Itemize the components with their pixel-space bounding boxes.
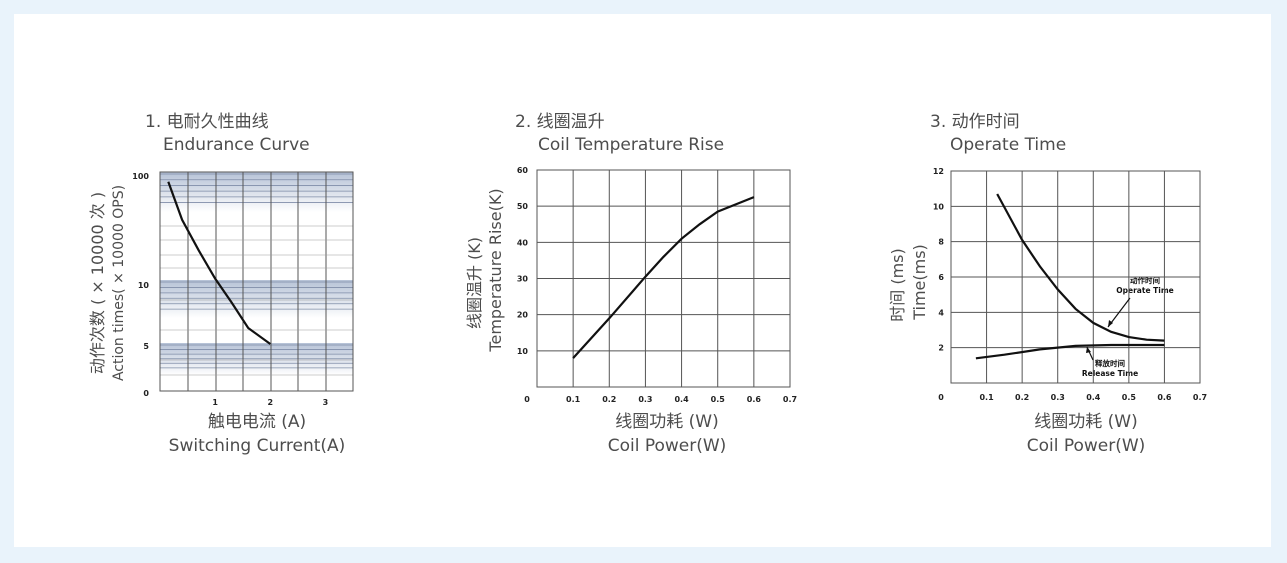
y-tick-label: 30	[517, 275, 529, 284]
release-time-arrowhead	[1086, 347, 1091, 353]
chart1-xlabel-cn: 触电电流 (A)	[208, 412, 306, 432]
x-tick-label: 0.4	[1086, 393, 1101, 402]
operate-time-annotation-cn: 动作时间	[1130, 275, 1160, 285]
chart3-xlabel-en: Coil Power(W)	[1027, 436, 1146, 456]
x-tick-label: 0.2	[1015, 393, 1029, 402]
x-tick-label: 0	[524, 395, 530, 404]
chart3-ylabel-cn: 时间 (ms)	[888, 248, 907, 322]
x-tick-label: 0.1	[979, 393, 994, 402]
operate-time-arrowhead	[1108, 320, 1113, 327]
y-tick-label: 2	[938, 344, 944, 353]
x-tick-label: 0.6	[747, 395, 762, 404]
chart1-ylabel-cn: 动作次数 ( × 10000 次 )	[88, 192, 107, 374]
chart2-xlabel-cn: 线圈功耗 (W)	[615, 412, 718, 432]
shaded-band	[160, 280, 353, 318]
plot-frame	[159, 171, 354, 392]
chart2-ylabel-en: Temperature Rise(K)	[486, 188, 505, 352]
release-time-curve	[975, 343, 1165, 360]
plot-frame	[950, 170, 1201, 384]
y-tick-label: 20	[517, 311, 529, 320]
y-tick-label: 12	[933, 167, 944, 176]
chart2-title-en: Coil Temperature Rise	[538, 135, 724, 155]
endurance-curve	[167, 181, 271, 345]
x-tick-label: 0.5	[1122, 393, 1137, 402]
chart2-title-cn: 2. 线圈温升	[515, 112, 605, 132]
y-tick-label: 50	[517, 202, 529, 211]
y-tick-label: 6	[938, 273, 944, 282]
y-tick-label: 5	[143, 342, 149, 351]
chart2-xlabel-en: Coil Power(W)	[608, 436, 727, 456]
endurance-chart: 1. 电耐久性曲线 Endurance Curve 动作次数 ( × 10000…	[88, 112, 354, 456]
x-tick-label: 0.3	[638, 395, 652, 404]
y-tick-label: 10	[517, 347, 529, 356]
chart3-title-en: Operate Time	[950, 135, 1066, 155]
y-tick-label: 10	[138, 281, 150, 290]
x-tick-label: 0.7	[1193, 393, 1207, 402]
temperature-curve	[572, 196, 755, 359]
chart3-xlabel-cn: 线圈功耗 (W)	[1034, 412, 1137, 432]
chart1-xlabel-en: Switching Current(A)	[169, 436, 346, 456]
plot-frame	[536, 169, 791, 388]
release-time-annotation-en: Release Time	[1082, 369, 1138, 378]
chart1-ylabel-en: Action times( × 10000 OPS)	[111, 185, 127, 381]
y-tick-label: 8	[938, 238, 944, 247]
x-tick-label: 1	[212, 398, 218, 407]
x-tick-label: 0.7	[783, 395, 797, 404]
x-tick-label: 0.6	[1157, 393, 1172, 402]
y-tick-label: 0	[143, 389, 149, 398]
operate-time-curve	[996, 193, 1165, 342]
x-tick-label: 2	[267, 398, 273, 407]
x-tick-label: 0.3	[1051, 393, 1065, 402]
x-tick-label: 0.1	[566, 395, 581, 404]
release-time-annotation-cn: 释放时间	[1095, 358, 1125, 368]
x-tick-label: 3	[323, 398, 329, 407]
x-tick-label: 0.4	[674, 395, 689, 404]
chart3-ylabel-en: Time(ms)	[910, 244, 929, 321]
y-tick-label: 60	[517, 166, 529, 175]
y-tick-label: 40	[517, 238, 529, 247]
y-tick-label: 100	[132, 172, 149, 181]
chart1-title-cn: 1. 电耐久性曲线	[145, 112, 269, 132]
shaded-band	[160, 172, 353, 212]
y-tick-label: 10	[933, 202, 945, 211]
operate-time-annotation-en: Operate Time	[1116, 286, 1173, 295]
y-tick-label: 4	[938, 308, 944, 317]
chart1-title-en: Endurance Curve	[163, 135, 310, 155]
x-tick-label: 0	[938, 393, 944, 402]
coil-temperature-chart: 2. 线圈温升 Coil Temperature Rise 线圈温升 (K) T…	[465, 112, 797, 456]
chart3-title-cn: 3. 动作时间	[930, 112, 1020, 132]
x-tick-label: 0.5	[711, 395, 726, 404]
x-tick-label: 0.2	[602, 395, 616, 404]
operate-time-chart: 3. 动作时间 Operate Time 时间 (ms) Time(ms) 线圈…	[888, 112, 1207, 456]
chart2-ylabel-cn: 线圈温升 (K)	[465, 237, 484, 329]
